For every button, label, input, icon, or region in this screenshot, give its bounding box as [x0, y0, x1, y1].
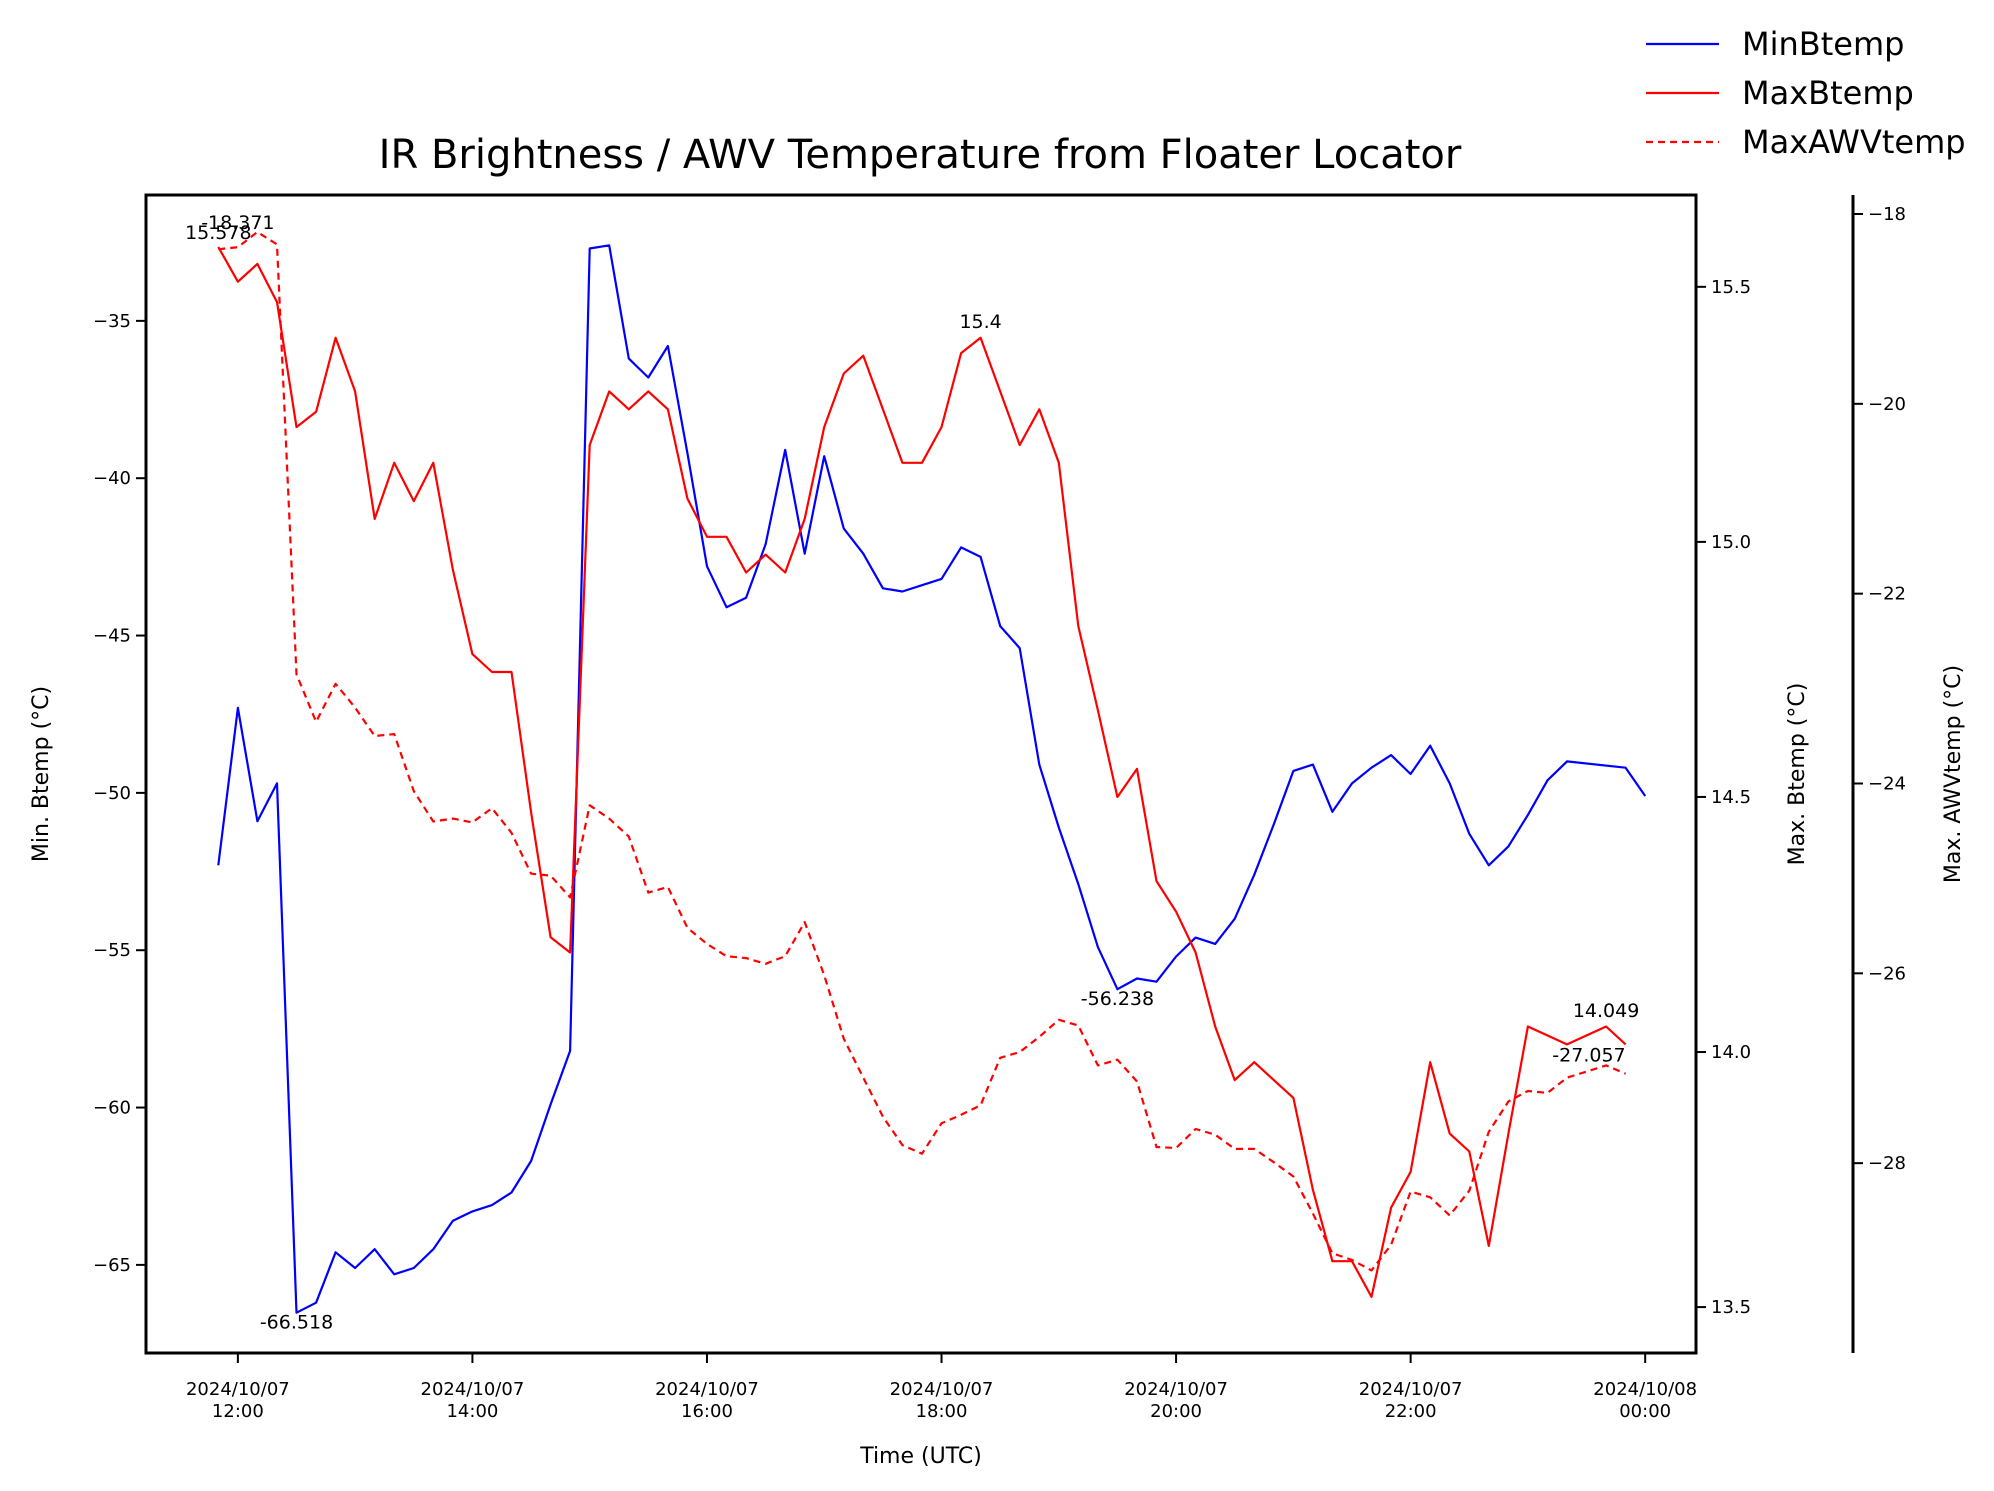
x-tick-label: 2024/10/07 18:00: [890, 1379, 994, 1422]
x-tick-label-line: 2024/10/07: [655, 1379, 759, 1400]
left-tick-label: −40: [93, 468, 131, 489]
x-tick-label: 2024/10/07 20:00: [1124, 1379, 1228, 1422]
right1-tick-label: 14.5: [1711, 787, 1751, 808]
left-tick-label: −35: [93, 311, 131, 332]
x-tick-label-line: 2024/10/08: [1593, 1379, 1697, 1400]
data-label: -18.371: [201, 212, 274, 234]
right1-tick-label: 15.0: [1711, 532, 1751, 553]
legend-label-minbtemp: MinBtemp: [1742, 25, 1904, 63]
y-axis-label-right1: Max. Btemp (°C): [1785, 683, 1810, 866]
data-label: 15.578: [185, 222, 251, 244]
x-tick-label: 2024/10/08 00:00: [1593, 1379, 1697, 1422]
x-tick-label-line: 12:00: [212, 1401, 264, 1422]
data-label: -27.057: [1552, 1045, 1625, 1067]
x-tick-label-line: 2024/10/07: [421, 1379, 525, 1400]
y-axis-label-left: Min. Btemp (°C): [29, 686, 54, 862]
left-tick-label: −55: [93, 940, 131, 961]
x-tick-label-line: 2024/10/07: [890, 1379, 994, 1400]
x-axis-label: Time (UTC): [859, 1444, 982, 1469]
legend-label-maxawvtemp: MaxAWVtemp: [1742, 123, 1966, 161]
series-line-maxbtemp: [217, 246, 1627, 1299]
right2-tick-label: −28: [1868, 1153, 1906, 1174]
right2-tick-label: −18: [1868, 204, 1906, 225]
x-tick-label-line: 00:00: [1619, 1401, 1671, 1422]
x-tick-label-line: 14:00: [446, 1401, 498, 1422]
right2-tick-label: −22: [1868, 584, 1906, 605]
left-tick-label: −60: [93, 1098, 131, 1119]
right1-tick-label: 13.5: [1711, 1297, 1751, 1318]
data-label: -56.238: [1081, 988, 1154, 1010]
x-tick-label-line: 20:00: [1150, 1401, 1202, 1422]
x-tick-label-line: 2024/10/07: [1359, 1379, 1463, 1400]
data-label: 14.049: [1573, 1000, 1639, 1022]
x-tick-label-line: 2024/10/07: [186, 1379, 290, 1400]
x-tick-label-line: 16:00: [681, 1401, 733, 1422]
chart-title: IR Brightness / AWV Temperature from Flo…: [379, 132, 1462, 178]
legend-label-maxbtemp: MaxBtemp: [1742, 74, 1914, 112]
y-axis-label-right2: Max. AWVtemp (°C): [1941, 665, 1966, 883]
left-tick-label: −45: [93, 626, 131, 647]
legend: MinBtemp MaxBtemp MaxAWVtemp: [1646, 25, 1966, 161]
x-tick-label-line: 18:00: [916, 1401, 968, 1422]
series-line-minbtemp: [217, 244, 1647, 1314]
x-tick-label: 2024/10/07 12:00: [186, 1379, 290, 1422]
left-tick-label: −50: [93, 783, 131, 804]
left-tick-label: −65: [93, 1255, 131, 1276]
series-line-maxawvtemp: [218, 230, 1627, 1272]
x-tick-label: 2024/10/07 16:00: [655, 1379, 759, 1422]
right2-tick-label: −24: [1868, 773, 1906, 794]
data-label: -66.518: [260, 1312, 333, 1334]
right2-tick-label: −26: [1868, 963, 1906, 984]
right2-tick-label: −20: [1868, 394, 1906, 415]
x-tick-label: 2024/10/07 14:00: [421, 1379, 525, 1422]
x-tick-label-line: 22:00: [1385, 1401, 1437, 1422]
right1-tick-label: 15.5: [1711, 277, 1751, 298]
x-tick-label-line: 2024/10/07: [1124, 1379, 1228, 1400]
plot-frame: [144, 193, 1698, 1355]
data-label: 15.4: [959, 311, 1001, 333]
right1-tick-label: 14.0: [1711, 1042, 1751, 1063]
x-tick-label: 2024/10/07 22:00: [1359, 1379, 1463, 1422]
